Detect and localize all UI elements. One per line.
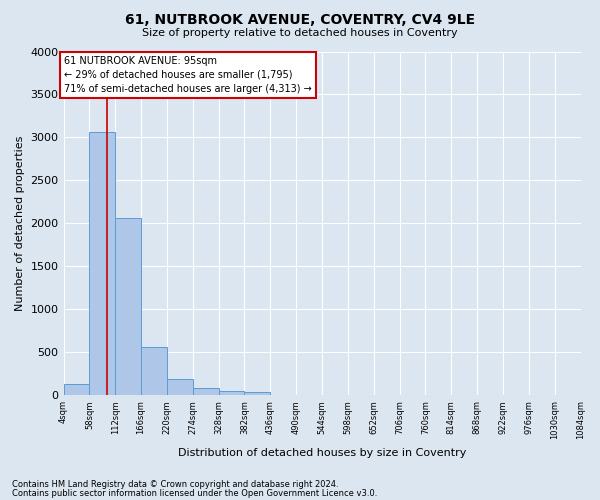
Bar	[89, 132, 115, 396]
Bar	[193, 388, 218, 396]
Bar	[218, 390, 244, 396]
Text: 61, NUTBROOK AVENUE, COVENTRY, CV4 9LE: 61, NUTBROOK AVENUE, COVENTRY, CV4 9LE	[125, 12, 475, 26]
Text: Contains HM Land Registry data © Crown copyright and database right 2024.: Contains HM Land Registry data © Crown c…	[12, 480, 338, 489]
Text: 61 NUTBROOK AVENUE: 95sqm
← 29% of detached houses are smaller (1,795)
71% of se: 61 NUTBROOK AVENUE: 95sqm ← 29% of detac…	[64, 56, 312, 94]
Bar	[64, 384, 89, 396]
Text: Contains public sector information licensed under the Open Government Licence v3: Contains public sector information licen…	[12, 488, 377, 498]
Y-axis label: Number of detached properties: Number of detached properties	[15, 136, 25, 311]
Bar	[167, 378, 193, 396]
Bar	[141, 347, 167, 396]
Bar	[244, 392, 271, 396]
Text: Size of property relative to detached houses in Coventry: Size of property relative to detached ho…	[142, 28, 458, 38]
Bar	[115, 218, 141, 396]
X-axis label: Distribution of detached houses by size in Coventry: Distribution of detached houses by size …	[178, 448, 466, 458]
